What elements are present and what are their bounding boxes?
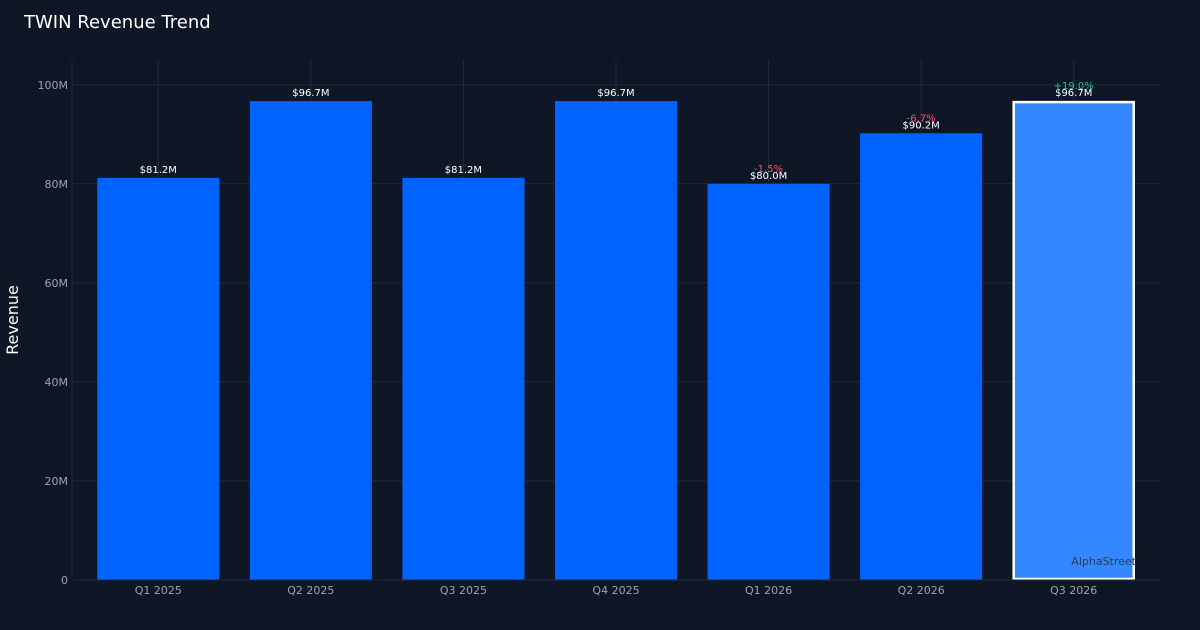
bar-value-label: $96.7M — [292, 88, 329, 99]
bar-value-label: $80.0M — [750, 171, 787, 182]
x-tick-label: Q3 2025 — [440, 584, 487, 597]
x-tick-label: Q2 2025 — [287, 584, 334, 597]
bar-change-label: +19.0% — [1054, 81, 1094, 92]
chart-title: TWIN Revenue Trend — [24, 12, 211, 33]
x-tick-label: Q2 2026 — [898, 584, 945, 597]
bar-value-label: $96.7M — [1055, 88, 1092, 99]
y-tick-label: 100M — [38, 79, 69, 92]
y-tick-label: 60M — [45, 277, 69, 290]
bar — [402, 177, 525, 580]
bar-value-label: $90.2M — [903, 120, 940, 131]
bar-highlighted — [1012, 100, 1135, 581]
x-tick-label: Q1 2026 — [745, 584, 792, 597]
bar — [97, 177, 220, 580]
bar-change-label: -1.5% — [754, 164, 783, 175]
x-tick-label: Q3 2026 — [1050, 584, 1097, 597]
watermark: AlphaStreet — [1071, 555, 1136, 568]
bar-value-label: $81.2M — [140, 165, 177, 176]
x-tick-label: Q1 2025 — [135, 584, 182, 597]
axis-layer: 0 20M 40M 60M 80M 100M Q1 2025 Q2 2025 Q3 2025 Q4… — [38, 60, 1160, 597]
bar-change-label: -6.7% — [907, 113, 936, 124]
x-tick-label: Q4 2025 — [592, 584, 639, 597]
bar — [249, 101, 372, 580]
bars-layer — [97, 100, 1135, 581]
y-tick-label: 20M — [45, 475, 69, 488]
bar — [707, 183, 830, 581]
labels-layer: $81.2M $96.7M $81.2M $96.7M $80.0M-1.5% $90.2… — [140, 81, 1094, 182]
bar-value-label: $81.2M — [445, 165, 482, 176]
y-tick-label: 80M — [45, 178, 69, 191]
y-axis-label: Revenue — [3, 285, 22, 355]
bar-value-label: $96.7M — [597, 88, 634, 99]
bar — [554, 101, 678, 580]
y-tick-label: 40M — [45, 376, 69, 389]
bar — [860, 133, 983, 581]
y-tick-label: 0 — [61, 574, 68, 587]
